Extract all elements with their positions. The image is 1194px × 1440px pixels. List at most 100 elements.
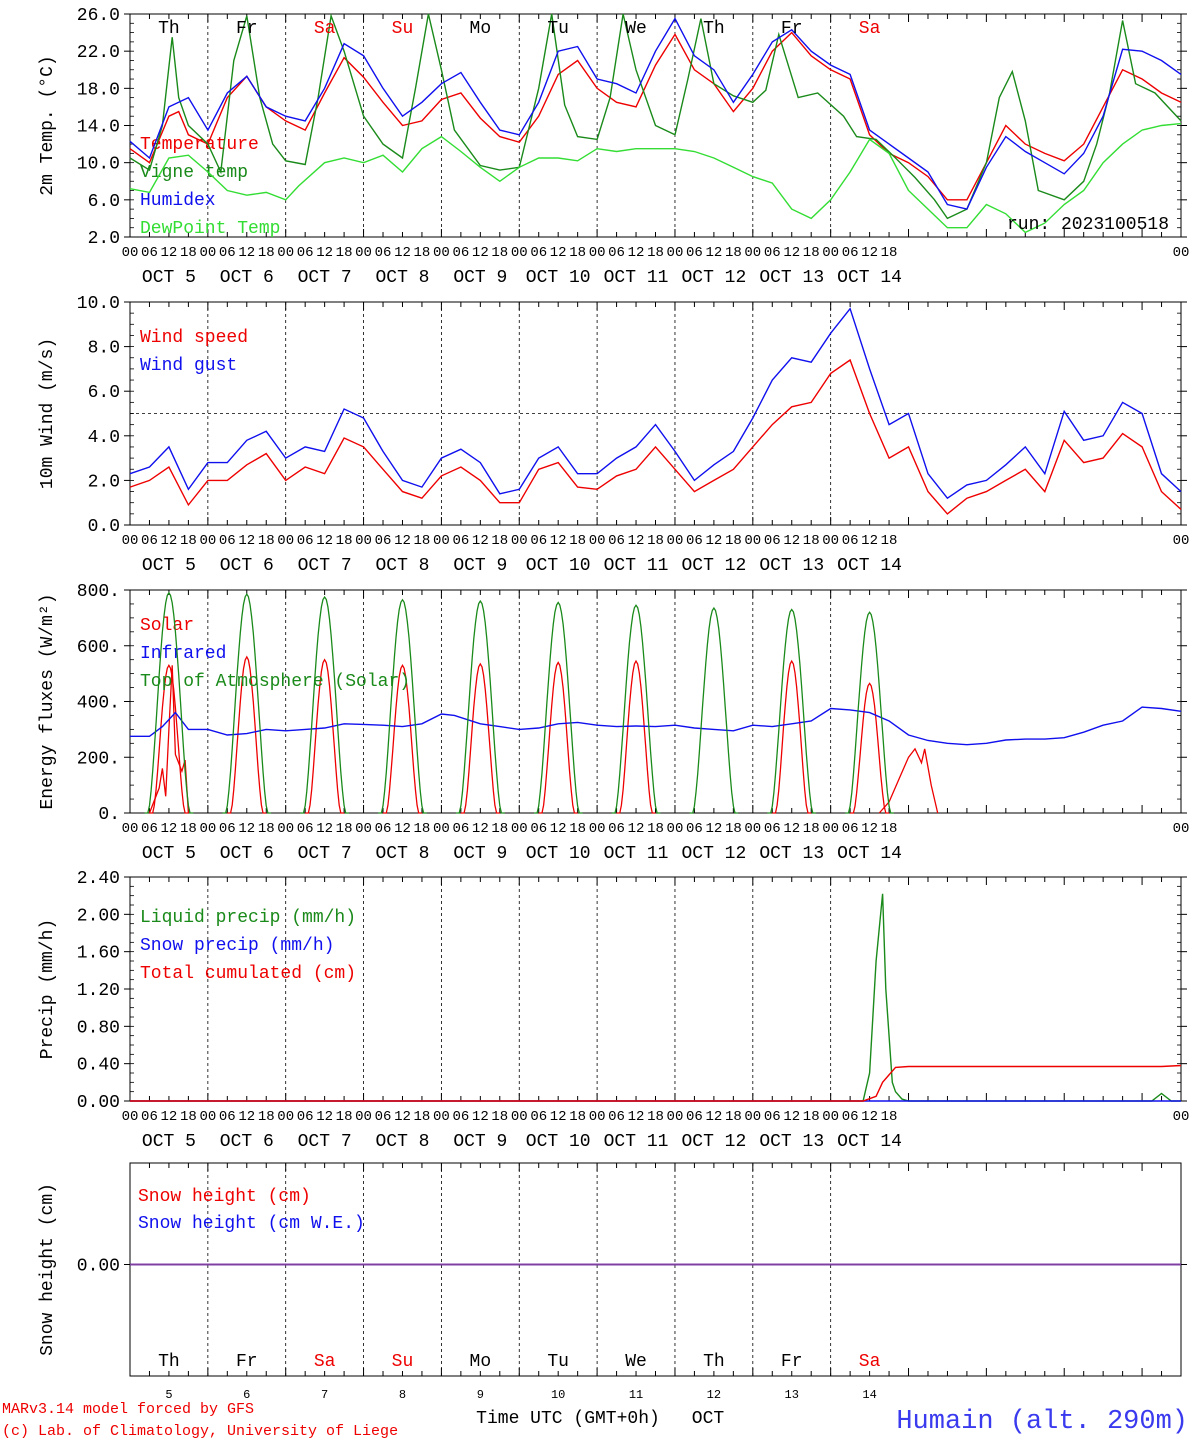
station-title: Humain (alt. 290m): [896, 1407, 1188, 1437]
y-tick-label: 1.20: [77, 981, 120, 1001]
series-line-temperature-1: [129, 13, 1182, 220]
x-hour-label: 18: [414, 821, 431, 837]
date-label: OCT 8: [375, 556, 429, 576]
x-hour-label: 06: [141, 821, 158, 837]
x-hour-label: 18: [647, 533, 664, 549]
x-hour-label: 18: [491, 821, 508, 837]
toa-solar-curve: [456, 599, 505, 814]
series-line-energy-1: [130, 706, 1182, 746]
x-hour-label: 06: [452, 245, 469, 261]
x-hour-label: 00: [122, 245, 139, 261]
x-hour-label: 06: [297, 821, 314, 837]
date-label: OCT 11: [604, 556, 669, 576]
x-hour-label: 06: [764, 245, 781, 261]
legend-entry: Liquid precip (mm/h): [140, 908, 356, 928]
x-hour-label: 12: [550, 533, 567, 549]
legend-entry: Top of Atmosphere (Solar): [140, 672, 410, 692]
day-name-top: Fr: [236, 19, 258, 39]
x-hour-label: 06: [608, 1109, 625, 1125]
x-hour-label: 06: [764, 1109, 781, 1125]
x-hour-label: 18: [881, 821, 898, 837]
x-hour-label: 12: [161, 821, 178, 837]
date-label: OCT 14: [837, 1132, 902, 1152]
x-hour-label: 18: [569, 1109, 586, 1125]
toa-solar-curve: [144, 591, 194, 814]
x-hour-label: 00: [122, 821, 139, 837]
x-hour-label: 12: [316, 1109, 333, 1125]
day-name-top: Sa: [859, 19, 881, 39]
date-label: OCT 11: [604, 844, 669, 864]
x-hour-label: 12: [238, 1109, 255, 1125]
x-hour-label: 06: [686, 245, 703, 261]
day-name-top: Mo: [470, 19, 492, 39]
x-hour-label: 00: [589, 821, 606, 837]
series-line-precip-2: [130, 1064, 1182, 1102]
x-hour-label: 00: [822, 821, 839, 837]
day-name-top: Fr: [781, 19, 803, 39]
y-tick-label: 0.80: [77, 1018, 120, 1038]
date-label: OCT 5: [142, 268, 196, 288]
x-hour-label: 12: [394, 821, 411, 837]
x-hour-label: 18: [569, 821, 586, 837]
x-hour-label: 00: [822, 533, 839, 549]
toa-solar-curve: [300, 595, 349, 814]
x-hour-label: 06: [764, 821, 781, 837]
y-tick-label: 400.: [77, 694, 120, 714]
x-hour-label: 12: [394, 1109, 411, 1125]
x-hour-label: 00: [433, 245, 450, 261]
x-hour-label: 18: [569, 533, 586, 549]
x-hour-label: 18: [414, 245, 431, 261]
x-hour-label: 18: [725, 821, 742, 837]
x-hour-label: 00: [589, 1109, 606, 1125]
date-label: OCT 13: [759, 556, 824, 576]
x-hour-label: 06: [141, 533, 158, 549]
x-hour-label: 06: [297, 533, 314, 549]
y-tick-label: 2.0: [88, 229, 120, 249]
y-tick-label: 0.: [98, 805, 120, 825]
legend-entry: Temperature: [140, 135, 259, 155]
x-hour-label: 00: [1173, 533, 1190, 549]
x-hour-label: 12: [238, 245, 255, 261]
day-number: 7: [321, 1388, 328, 1402]
x-hour-label: 06: [530, 245, 547, 261]
date-label: OCT 12: [681, 556, 746, 576]
x-hour-label: 12: [628, 1109, 645, 1125]
date-label: OCT 5: [142, 1132, 196, 1152]
solar-curve: [305, 658, 345, 814]
x-hour-label: 06: [686, 1109, 703, 1125]
x-hour-label: 12: [783, 245, 800, 261]
y-tick-label: 2.00: [77, 906, 120, 926]
toa-solar-curve: [378, 598, 427, 814]
solar-curve: [772, 659, 812, 814]
day-name-top: Tu: [547, 19, 569, 39]
y-tick-label: 6.0: [88, 192, 120, 212]
date-label: OCT 13: [759, 1132, 824, 1152]
day-name-bottom: Th: [703, 1352, 725, 1372]
x-hour-label: 06: [452, 1109, 469, 1125]
x-hour-label: 12: [628, 533, 645, 549]
x-hour-label: 00: [744, 821, 761, 837]
x-hour-label: 12: [472, 1109, 489, 1125]
y-tick-label: 10.0: [77, 294, 120, 314]
x-hour-label: 12: [472, 245, 489, 261]
x-hour-label: 18: [180, 245, 197, 261]
x-hour-label: 00: [277, 245, 294, 261]
date-label: OCT 8: [375, 268, 429, 288]
y-tick-label: 26.0: [77, 6, 120, 26]
legend-entry: Vigne temp: [140, 163, 248, 183]
x-hour-label: 06: [219, 245, 236, 261]
x-hour-label: 06: [375, 245, 392, 261]
x-hour-label: 00: [433, 821, 450, 837]
date-label: OCT 10: [526, 556, 591, 576]
date-label: OCT 10: [526, 1132, 591, 1152]
date-label: OCT 7: [298, 1132, 352, 1152]
x-hour-label: 00: [199, 1109, 216, 1125]
x-axis-month: OCT: [692, 1409, 725, 1429]
plot-frame-energy: [129, 589, 1182, 814]
y-tick-label: 18.0: [77, 80, 120, 100]
x-hour-label: 18: [491, 1109, 508, 1125]
y-tick-label: 14.0: [77, 118, 120, 138]
x-hour-label: 18: [258, 533, 275, 549]
x-hour-label: 12: [861, 245, 878, 261]
y-tick-label: 6.0: [88, 383, 120, 403]
